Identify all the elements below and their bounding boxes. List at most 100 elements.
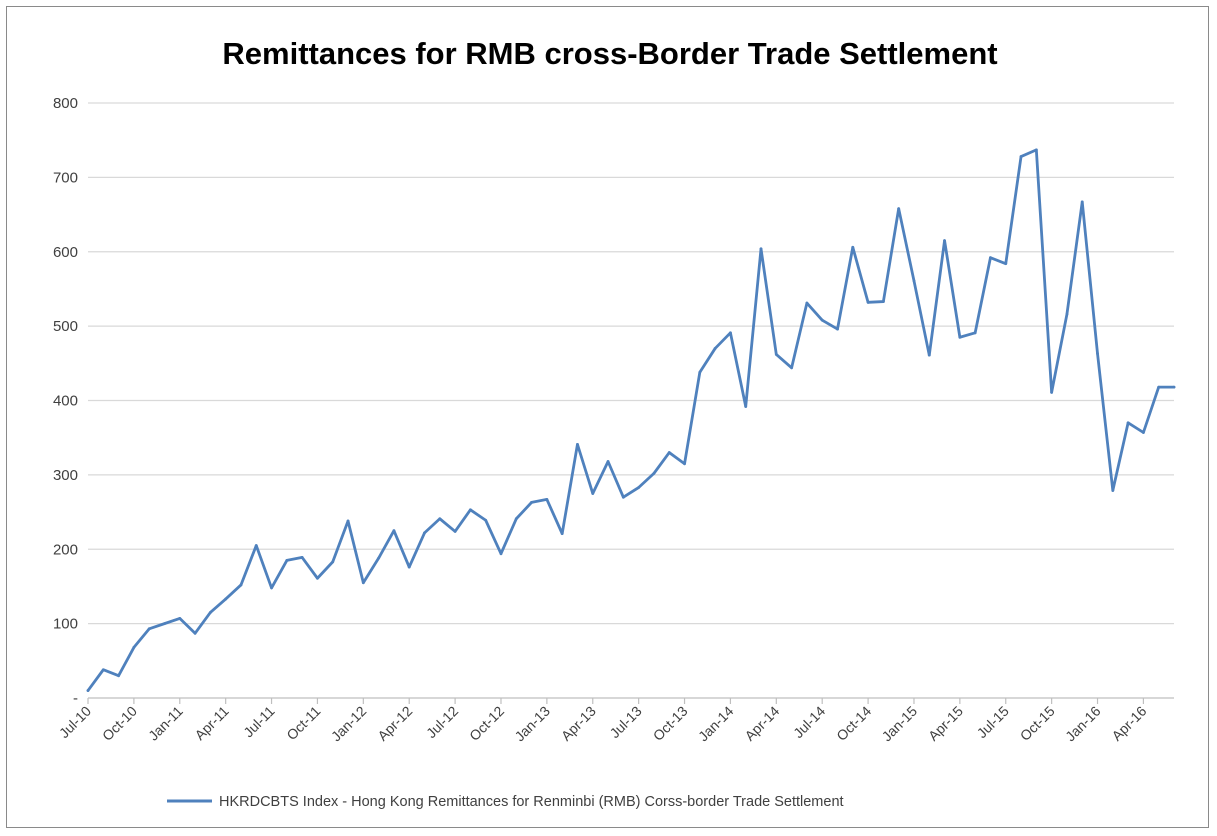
x-tick-label: Jul-14 xyxy=(790,703,828,741)
data-point xyxy=(621,495,625,499)
data-point xyxy=(514,517,518,521)
y-tick-label: - xyxy=(73,690,78,707)
x-tick-label: Jan-14 xyxy=(695,703,737,745)
data-point xyxy=(1080,200,1084,204)
x-tick-label: Apr-13 xyxy=(558,703,599,744)
x-tick-label: Jan-13 xyxy=(511,703,553,745)
data-point xyxy=(1034,148,1038,152)
data-point xyxy=(239,583,243,587)
data-point xyxy=(820,318,824,322)
data-point xyxy=(1019,155,1023,158)
data-point xyxy=(744,405,748,408)
data-point xyxy=(897,207,901,211)
x-tick-label: Oct-13 xyxy=(650,703,691,744)
x-tick-label: Jul-10 xyxy=(56,703,94,741)
data-point xyxy=(285,559,289,562)
data-point xyxy=(163,622,166,626)
data-point xyxy=(606,460,610,463)
x-tick-label: Jul-12 xyxy=(423,703,461,741)
data-point xyxy=(912,279,916,283)
data-point xyxy=(484,518,488,522)
x-tick-label: Oct-12 xyxy=(466,703,507,744)
series-line xyxy=(86,148,1176,692)
data-point xyxy=(530,500,533,504)
data-point xyxy=(86,689,90,692)
chart-title: Remittances for RMB cross-Border Trade S… xyxy=(222,36,997,71)
x-tick-label: Apr-16 xyxy=(1108,703,1149,744)
data-point xyxy=(147,627,151,631)
x-tick-label: Jul-15 xyxy=(974,703,1012,741)
y-tick-label: 300 xyxy=(53,467,78,484)
data-point xyxy=(499,552,503,556)
data-point xyxy=(729,331,732,335)
data-point xyxy=(1065,312,1069,316)
data-point xyxy=(866,300,870,304)
chart-frame: Remittances for RMB cross-Border Trade S… xyxy=(6,6,1209,828)
y-tick-label: 500 xyxy=(53,318,78,335)
x-tick-label: Jul-13 xyxy=(606,703,644,741)
data-point xyxy=(958,335,962,339)
data-point xyxy=(377,556,381,560)
data-point xyxy=(805,301,809,305)
data-point xyxy=(132,646,136,649)
data-point xyxy=(790,366,794,370)
data-point xyxy=(698,370,702,374)
data-point xyxy=(927,353,931,357)
x-tick-label: Jul-11 xyxy=(240,703,278,741)
data-point xyxy=(331,560,335,564)
data-point xyxy=(1111,489,1115,492)
data-point xyxy=(973,331,977,335)
data-point xyxy=(300,556,304,559)
data-point xyxy=(851,245,855,249)
data-point xyxy=(101,668,105,672)
data-point xyxy=(392,529,396,533)
y-tick-label: 400 xyxy=(53,393,78,410)
data-point xyxy=(989,256,992,260)
x-tick-label: Oct-10 xyxy=(99,703,140,744)
data-point xyxy=(667,451,671,454)
y-tick-label: 100 xyxy=(53,616,78,633)
data-point xyxy=(713,347,717,350)
y-axis: - 100 200 300 400 500 600 700 800 xyxy=(53,95,78,707)
data-point xyxy=(652,471,656,475)
data-point xyxy=(208,611,212,614)
data-point xyxy=(468,508,472,512)
data-point xyxy=(576,442,579,446)
data-point xyxy=(1126,421,1130,425)
data-point xyxy=(683,462,686,466)
data-point xyxy=(774,352,778,356)
x-tick-label: Apr-11 xyxy=(191,703,231,743)
data-point xyxy=(1050,390,1054,394)
x-tick-label: Jan-16 xyxy=(1062,703,1104,745)
data-point xyxy=(453,530,457,533)
series-layer xyxy=(86,148,1176,692)
data-point xyxy=(560,532,564,536)
data-point xyxy=(316,576,319,580)
y-tick-label: 700 xyxy=(53,169,78,186)
legend-label: HKRDCBTS Index - Hong Kong Remittances f… xyxy=(219,794,844,810)
data-point xyxy=(545,498,549,501)
gridlines xyxy=(88,102,1174,625)
data-point xyxy=(438,517,442,521)
data-point xyxy=(943,239,946,242)
data-point xyxy=(1142,431,1145,434)
data-point xyxy=(193,631,197,635)
data-point xyxy=(1172,385,1176,389)
data-point xyxy=(117,674,120,678)
y-tick-label: 600 xyxy=(53,244,78,261)
x-tick-label: Jan-11 xyxy=(145,703,186,744)
data-point xyxy=(254,544,258,547)
data-point xyxy=(759,247,763,251)
x-tick-label: Oct-15 xyxy=(1017,703,1058,744)
data-point xyxy=(1096,352,1099,356)
data-point xyxy=(361,581,365,585)
data-point xyxy=(1157,385,1161,389)
x-tick-label: Oct-11 xyxy=(283,703,323,743)
data-point xyxy=(423,531,426,535)
y-tick-label: 200 xyxy=(53,541,78,558)
data-point xyxy=(836,327,839,331)
x-tick-label: Apr-15 xyxy=(925,703,966,744)
data-point xyxy=(270,586,273,590)
x-axis: Jul-10 Oct-10 Jan-11 Apr-11 Jul-11 Oct-11 Jan-… xyxy=(56,697,1174,745)
data-point xyxy=(407,565,411,569)
